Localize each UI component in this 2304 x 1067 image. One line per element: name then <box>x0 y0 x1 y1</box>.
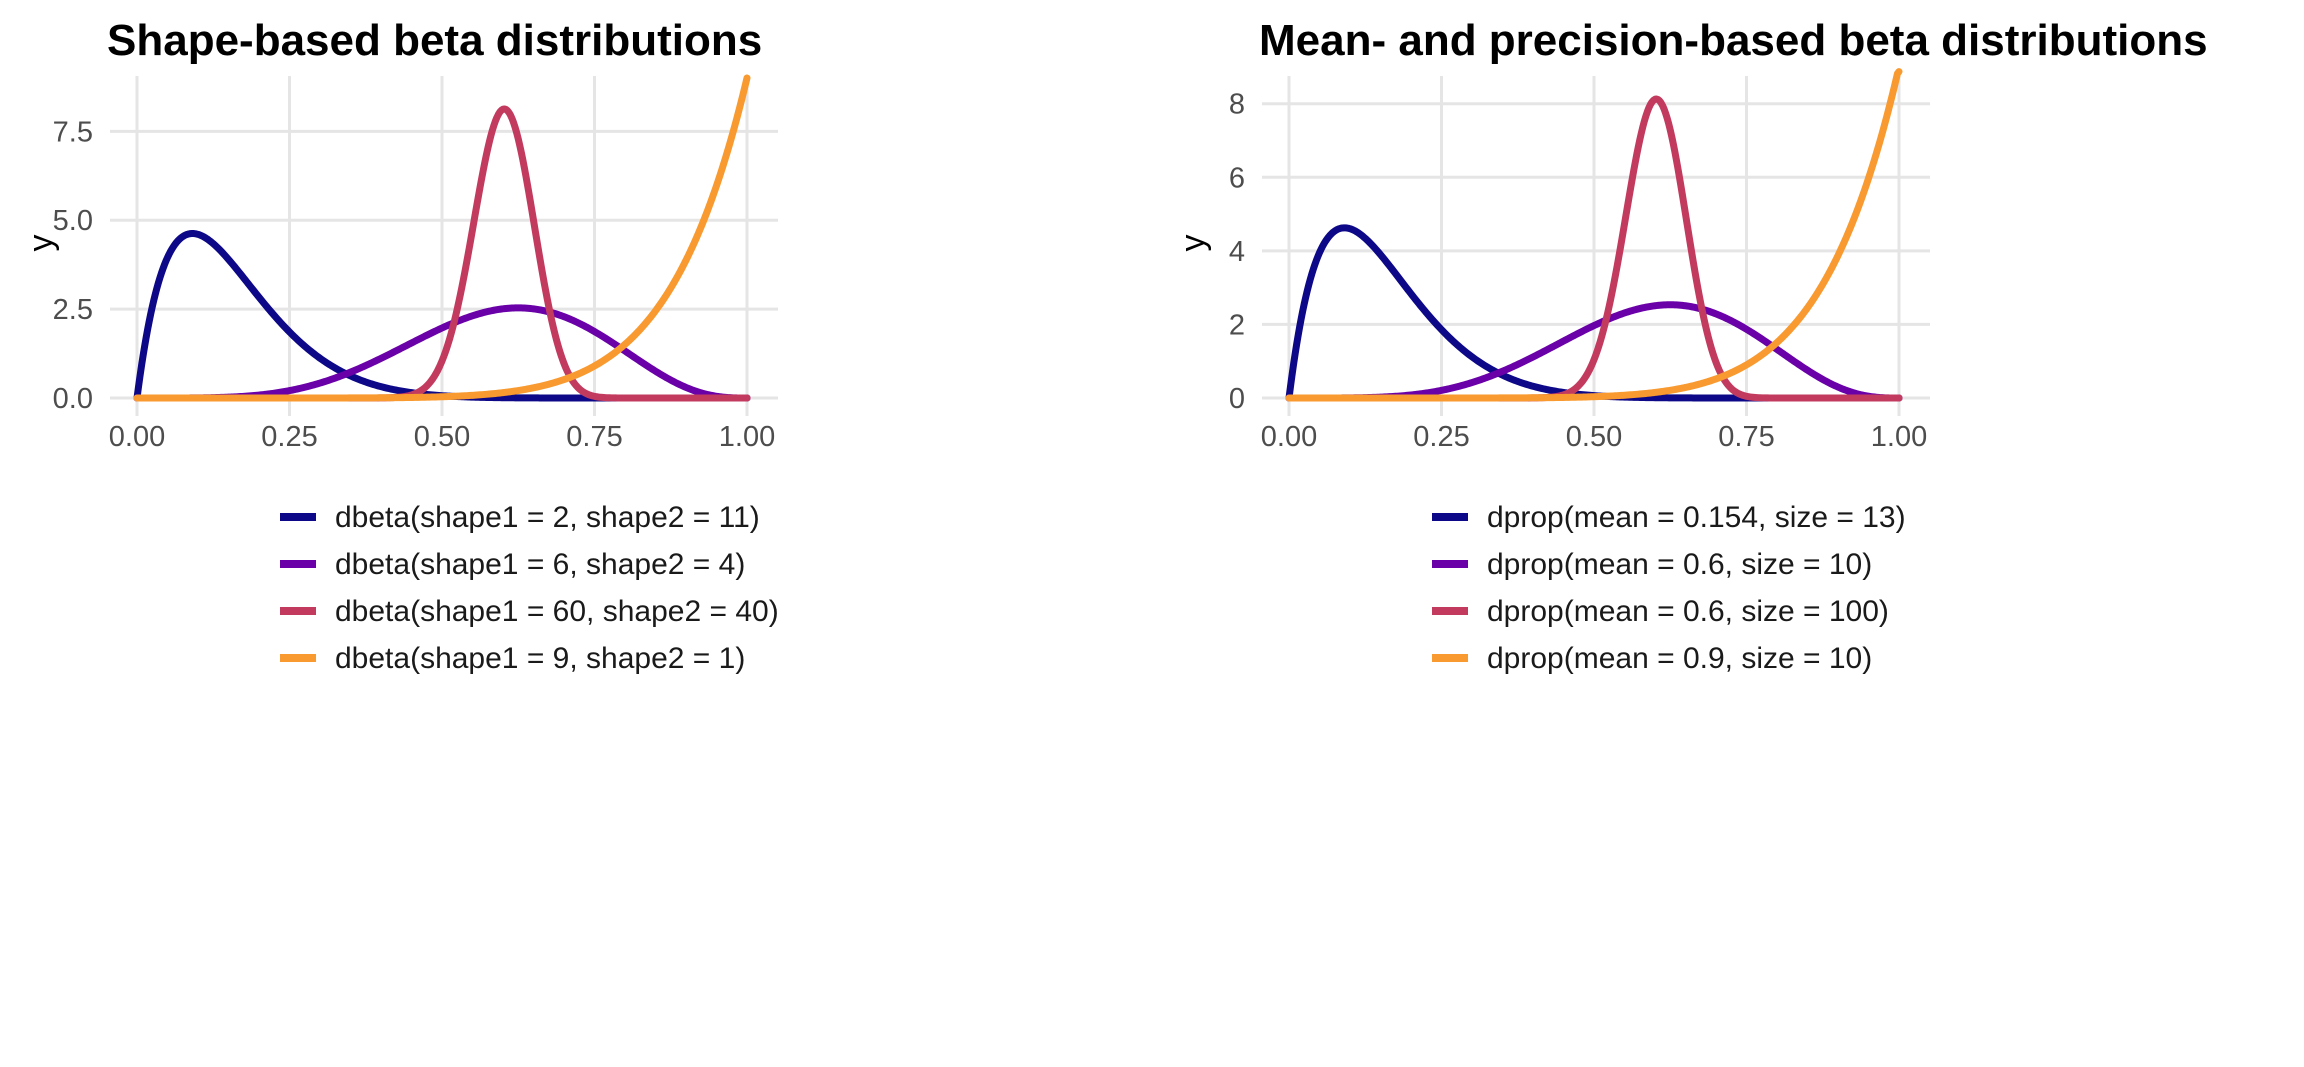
legend-label-3: dprop(mean = 0.6, size = 100) <box>1487 595 1889 628</box>
x-tick-label: 0.50 <box>1566 421 1622 453</box>
y-tick-label: 4 <box>1229 236 1245 268</box>
series-line-4 <box>133 74 751 402</box>
shape-based-chart: Shape-based beta distributions 0.00 0.25 0.… <box>22 16 779 675</box>
x-tick-label: 0.00 <box>109 421 165 453</box>
y-axis-label: y <box>1174 235 1212 252</box>
legend-label-2: dprop(mean = 0.6, size = 10) <box>1487 548 1872 581</box>
x-tick-label: 0.75 <box>1718 421 1774 453</box>
legend-label-2: dbeta(shape1 = 6, shape2 = 4) <box>335 548 745 581</box>
x-tick-label: 0.50 <box>414 421 470 453</box>
y-axis-label: y <box>22 235 60 252</box>
x-tick-label: 0.25 <box>261 421 317 453</box>
y-tick-label: 2 <box>1229 309 1245 341</box>
series-line-4 <box>1285 68 1903 402</box>
x-tick-label: 0.25 <box>1413 421 1469 453</box>
legend-label-3: dbeta(shape1 = 60, shape2 = 40) <box>335 595 779 628</box>
legend-label-1: dprop(mean = 0.154, size = 13) <box>1487 501 1906 534</box>
x-tick-label: 1.00 <box>719 421 775 453</box>
y-tick-label: 0 <box>1229 383 1245 415</box>
chart-title: Shape-based beta distributions <box>107 16 762 65</box>
y-tick-label: 7.5 <box>53 116 93 148</box>
shape-based-chart-panel: Shape-based beta distributions 0.00 0.25 0.… <box>22 16 779 675</box>
y-tick-label: 5.0 <box>53 205 93 237</box>
mean-precision-chart-panel: Mean- and precision-based beta distribut… <box>1152 0 2304 1067</box>
x-tick-label: 0.00 <box>1261 421 1317 453</box>
chart-title: Mean- and precision-based beta distribut… <box>1259 16 2208 65</box>
x-tick-label: 0.75 <box>566 421 622 453</box>
y-tick-label: 2.5 <box>53 294 93 326</box>
y-tick-label: 6 <box>1229 162 1245 194</box>
y-tick-label: 8 <box>1229 89 1245 121</box>
x-tick-label: 1.00 <box>1871 421 1927 453</box>
mean-precision-chart: Mean- and precision-based beta distribut… <box>1174 16 2208 675</box>
legend-label-4: dbeta(shape1 = 9, shape2 = 1) <box>335 642 745 675</box>
legend-label-4: dprop(mean = 0.9, size = 10) <box>1487 642 1872 675</box>
y-tick-label: 0.0 <box>53 383 93 415</box>
legend-label-1: dbeta(shape1 = 2, shape2 = 11) <box>335 501 760 534</box>
